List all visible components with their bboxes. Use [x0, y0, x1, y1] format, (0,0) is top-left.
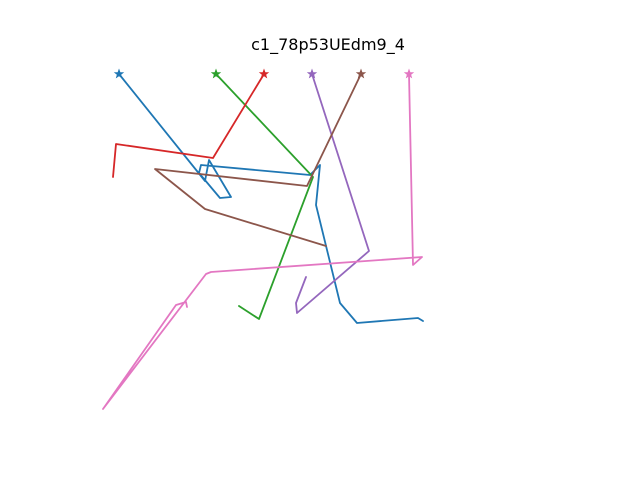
trajectory-blue [118, 73, 424, 324]
start-star-pink [403, 68, 415, 79]
trajectory-green [215, 73, 314, 320]
start-marker-layer [113, 68, 415, 79]
trajectory-purple [295, 73, 370, 314]
trajectory-layer [102, 73, 424, 410]
trajectory-pink [102, 73, 423, 410]
trajectory-brown [154, 73, 362, 247]
start-star-red [258, 68, 270, 79]
trajectory-red [112, 73, 265, 178]
start-star-brown [355, 68, 367, 79]
start-star-blue [113, 68, 125, 79]
start-star-green [210, 68, 222, 79]
start-star-purple [306, 68, 318, 79]
diagram-title: c1_78p53UEdm9_4 [251, 35, 405, 55]
